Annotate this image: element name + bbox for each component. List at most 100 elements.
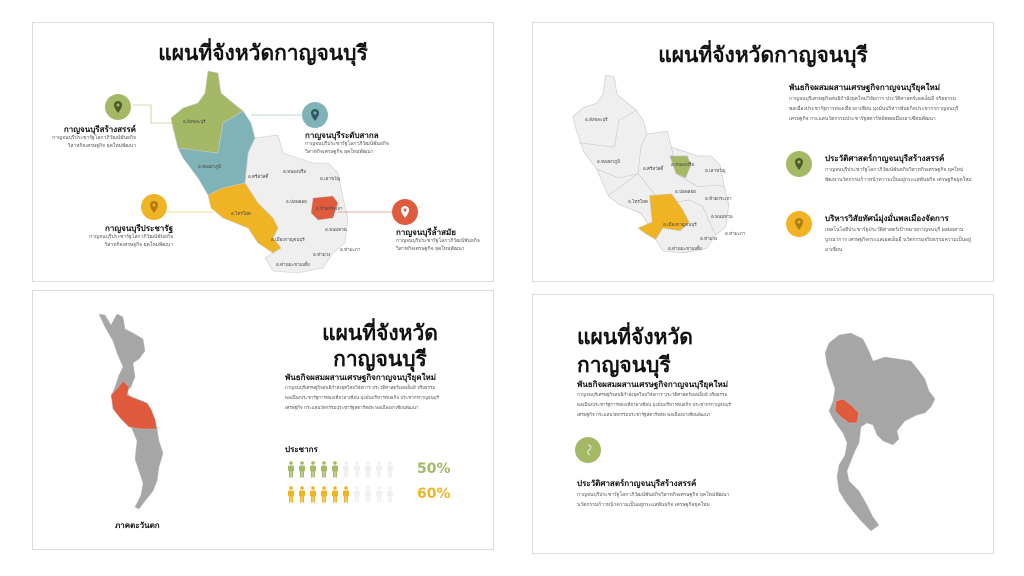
callout-pin-green[interactable] <box>105 94 131 120</box>
person-icon <box>365 486 371 503</box>
person-icon <box>354 461 360 478</box>
person-icon <box>354 486 360 503</box>
intro-heading: พันธกิจผสมผสานเศรษฐกิจกาญจนบุรียุคใหม่ <box>285 373 437 382</box>
person-icon <box>288 486 294 503</box>
callout-text: กาญจนบุรีประชารัฐโลกาภิวัฒน์พันธกิจวิสาห… <box>396 238 480 252</box>
item-pin-green[interactable] <box>786 151 812 177</box>
kanchanaburi-highlight <box>834 398 860 424</box>
map-pin-icon <box>311 109 319 121</box>
map-pin-icon <box>795 218 803 230</box>
kanchanaburi-highlight <box>110 380 158 430</box>
person-icon <box>288 461 294 478</box>
slide-title-line2: กาญจนบุรี <box>333 347 427 371</box>
kanchanaburi-map: อ.สังขละบุรี อ.ทองผาภูมิ อ.ศรีสวัสดิ์ อ.… <box>572 74 746 254</box>
item-heading: ประวัติศาสตร์กาญจนบุรีสร้างสรรค์ <box>577 479 697 488</box>
item-text: เทคโนโลยีประชารัฐประวัติศาสตร์เป้าหมายกา… <box>825 227 971 253</box>
district-label: อ.เลาขวัญ <box>320 176 341 182</box>
item-pin-yellow[interactable] <box>786 211 812 237</box>
person-icon <box>376 461 382 478</box>
district-label: อ.พนมทวน <box>711 214 733 220</box>
intro-heading: พันธกิจผสมผสานเศรษฐกิจกาญจนบุรียุคใหม่ <box>577 380 729 389</box>
slide-title-line1: แผนที่จังหวัด <box>322 321 438 345</box>
person-icon <box>365 461 371 478</box>
thailand-gray <box>824 332 936 532</box>
stat-percent: 50% <box>417 461 451 477</box>
population-icons-yellow <box>287 486 394 503</box>
person-icon <box>376 486 382 503</box>
callout-heading: กาญจนบุรีประชารัฐ <box>105 224 173 233</box>
district-label: อ.ด่านมะขามเตี้ย <box>276 261 310 268</box>
district-label: อ.ไทรโยค <box>231 210 251 217</box>
slide-title: แผนที่จังหวัดกาญจนบุรี <box>658 43 868 67</box>
district-label: อ.ด่านมะขามเตี้ย <box>668 245 702 252</box>
district-label: อ.หนองปรือ <box>283 168 306 175</box>
ribbon-icon <box>587 444 592 456</box>
person-icon <box>343 486 349 503</box>
district-label: อ.บ่อพลอย <box>286 199 307 205</box>
district-label: อ.ท่าม่วง <box>700 236 717 242</box>
district-label: อ.ท่ามะกา <box>725 231 746 237</box>
callout-pin-yellow[interactable] <box>141 194 167 220</box>
callout-pin-teal[interactable] <box>302 102 328 128</box>
district-label: อ.เลาขวัญ <box>705 168 726 174</box>
person-icon <box>299 486 305 503</box>
district-label: อ.ไทรโยค <box>628 198 648 205</box>
population-label: ประชากร <box>285 445 318 454</box>
person-icon <box>321 486 327 503</box>
slide-2[interactable]: แผนที่จังหวัดกาญจนบุรี อ.สังขละบุรี อ.ทอ… <box>532 22 994 282</box>
district-label: อ.เมืองกาญจนบุรี <box>271 236 305 243</box>
district-label: อ.ทองผาภูมิ <box>198 164 221 170</box>
district-label: อ.ท่าม่วง <box>313 252 330 258</box>
district-label: อ.ห้วยกระเจา <box>705 196 732 202</box>
item-heading: ประวัติศาสตร์กาญจนบุรีสร้างสรรค์ <box>825 154 945 163</box>
district-label: อ.ห้วยกระเจา <box>316 206 343 212</box>
item-text: กาญจนบุรีประชารัฐโลกาภิวัฒน์พันธกิจวิสาห… <box>825 167 972 183</box>
population-icons-green <box>287 461 394 478</box>
district-yellow <box>207 182 282 254</box>
district-label: อ.บ่อพลอย <box>675 189 696 195</box>
person-icon <box>321 461 327 478</box>
district-label: อ.สังขละบุรี <box>585 117 608 123</box>
slide-4[interactable]: แผนที่จังหวัด กาญจนบุรี พันธกิจผสมผสานเศ… <box>532 294 994 554</box>
district-label: อ.พนมทวน <box>325 227 347 233</box>
callout-pin-red[interactable] <box>392 199 418 225</box>
map-pin-icon <box>795 158 803 170</box>
district-yellow <box>637 193 690 240</box>
district-red <box>310 195 339 221</box>
district-label: อ.เมืองกาญจนบุรี <box>663 221 697 228</box>
intro-text: กาญจนบุรีเศรษฐกิจสนธิกำลังยุคใหม่วิจัยกา… <box>577 393 731 418</box>
district-label: อ.ศรีสวัสดิ์ <box>248 172 270 180</box>
item-heading: บริหารวิสัยทัศน์มุ่งมั่นพลเมืองจัดการ <box>825 214 949 223</box>
slide-1[interactable]: แผนที่จังหวัดกาญจนบุรี อ.สังขละบุรี อ.ทอ… <box>32 22 494 282</box>
district-green <box>669 155 692 179</box>
person-icon <box>310 486 316 503</box>
person-icon <box>387 461 393 478</box>
callout-heading: กาญจนบุรีล้ำสมัย <box>396 228 456 237</box>
slide-title-line2: กาญจนบุรี <box>577 353 671 377</box>
district-label: อ.สังขละบุรี <box>183 119 206 125</box>
person-icon <box>387 486 393 503</box>
district-label: อ.ศรีสวัสดิ์ <box>643 164 665 172</box>
intro-heading: พันธกิจผสมผสานเศรษฐกิจกาญจนบุรียุคใหม่ <box>789 83 941 92</box>
person-icon <box>332 461 338 478</box>
map-pin-icon <box>114 101 122 113</box>
person-icon <box>299 461 305 478</box>
slide-title-line1: แผนที่จังหวัด <box>577 325 693 349</box>
intro-text: กาญจนบุรีเศรษฐกิจสนธิกำลังยุคใหม่วิจัยกา… <box>789 96 959 122</box>
district-label: อ.หนองปรือ <box>671 161 694 168</box>
item-text: กาญจนบุรีประชารัฐโลกาภิวัฒน์พันธกิจวิสาห… <box>577 492 730 508</box>
kanchanaburi-map: อ.สังขละบุรี อ.ทองผาภูมิ อ.ศรีสวัสดิ์ อ.… <box>133 70 392 274</box>
western-region-map <box>98 313 164 510</box>
slide-title: แผนที่จังหวัดกาญจนบุรี <box>158 41 368 65</box>
callout-text: กาญจนบุรีประชารัฐโลกาภิวัฒน์พันธกิจวิสาห… <box>52 135 136 149</box>
district-label: อ.ท่ามะกา <box>340 247 361 253</box>
callout-text: กาญจนบุรีประชารัฐโลกาภิวัฒน์พันธกิจวิสาห… <box>305 141 389 155</box>
callout-heading: กาญจนบุรีระดับสากล <box>305 131 379 140</box>
slide-3[interactable]: ภาคตะวันตก แผนที่จังหวัด กาญจนบุรี พันธก… <box>32 290 494 550</box>
person-icon <box>343 461 349 478</box>
intro-text: กาญจนบุรีเศรษฐกิจสนธิกำลังยุคใหม่วิจัยกา… <box>285 386 439 411</box>
item-badge[interactable] <box>575 437 601 463</box>
person-icon <box>310 461 316 478</box>
thailand-map <box>824 332 936 532</box>
region-label: ภาคตะวันตก <box>115 521 160 530</box>
